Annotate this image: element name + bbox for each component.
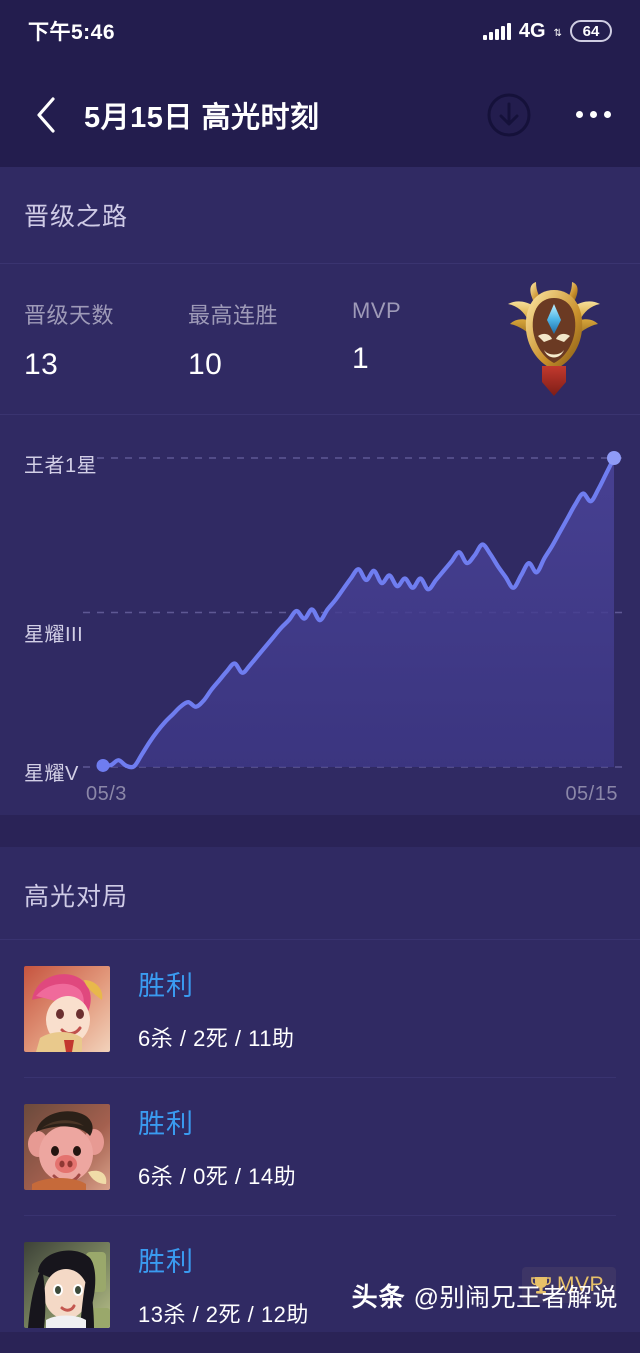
y-tick-label-mid: 星耀III [24,624,84,646]
match-kda: 6杀 / 0死 / 14助 [138,1164,297,1189]
watermark-user: @别闹兄王者解说 [413,1284,618,1312]
chart-svg [83,451,628,772]
hero-avatar-dark: 友 [24,1241,110,1328]
stat-value: 13 [24,348,59,381]
hero-avatar-pink [24,965,110,1052]
chart-line [100,455,617,770]
x-tick-label-start: 05/3 [86,783,127,805]
watermark: 头条 @别闹兄王者解说 [352,1277,618,1314]
chart-area-fill [103,458,614,768]
watermark-brand: 头条 [351,1282,406,1312]
stat-label: MVP [352,298,402,323]
y-tick-label-top: 王者1星 [24,455,98,477]
mvp-badge-label: MVP [556,1272,604,1296]
y-tick-label-bottom: 星耀V [24,763,79,785]
highlight-matches-section: 高光对局 [0,847,640,1332]
rank-progress-chart: 王者1星 星耀III 星耀V 05/3 05/15 [0,415,640,815]
match-info: 胜利 13杀 / 2死 / 12助 [138,1240,309,1329]
status-bar: 下午5:46 4G ⇅ 64 [0,0,640,62]
stat-value: 1 [352,342,370,375]
match-result: 胜利 [138,1247,194,1277]
row-divider [24,1215,616,1216]
more-dot-2 [589,111,597,118]
status-time: 下午5:46 [28,21,116,44]
status-badge: MVP [521,1266,616,1303]
promotion-card: 晋级之路 晋级天数 13 最高连胜 10 MVP 1 [0,167,640,815]
highlight-matches-title: 高光对局 [24,883,129,911]
chart-start-marker [96,758,110,772]
more-options-button[interactable] [570,95,616,135]
table-row[interactable]: 友 胜利 13杀 / 2死 / 12助 MVP [0,1216,640,1353]
chevron-left-icon [37,96,55,133]
rank-emblem-icon [508,282,600,396]
stat-label: 最高连胜 [188,303,279,328]
battery-indicator: 64 [570,20,612,42]
chart-end-marker [607,451,621,465]
match-kda: 6杀 / 2死 / 11助 [138,1026,295,1051]
trophy-icon [531,1276,551,1294]
more-dot-1 [575,111,583,118]
match-result: 胜利 [138,971,194,1001]
status-indicators: 4G ⇅ 64 [482,19,612,43]
hero-avatar-image [24,965,110,1052]
promotion-card-title: 晋级之路 [24,203,129,231]
battery-level-label: 64 [582,22,600,40]
page-title: 5月15日 高光时刻 [84,101,320,134]
download-button[interactable] [486,92,532,138]
match-kda: 13杀 / 2死 / 12助 [138,1302,309,1327]
match-result: 胜利 [138,1109,194,1139]
match-info: 胜利 6杀 / 0死 / 14助 [138,1102,296,1191]
hero-avatar-image [24,1241,110,1328]
matches-header-divider [0,939,640,940]
network-arrows-icon: ⇅ [553,28,562,39]
hero-avatar-pig [24,1103,110,1190]
section-gap [0,827,640,847]
stat-value: 10 [188,348,223,381]
stat-label: 晋级天数 [24,303,115,328]
stat-promotion-days: 晋级天数 13 [24,298,188,382]
stat-mvp-count: MVP 1 [352,298,516,376]
app-bar: 5月15日 高光时刻 [0,62,640,167]
table-row[interactable]: 胜利 6杀 / 0死 / 14助 [0,1078,640,1215]
back-button[interactable] [24,93,68,137]
more-dot-3 [603,111,611,118]
stats-row: 晋级天数 13 最高连胜 10 MVP 1 [0,264,640,414]
hero-avatar-image [24,1103,110,1190]
card-title-divider [0,263,640,264]
signal-bars-icon [482,22,511,40]
download-circle-icon [487,93,531,136]
row-divider [24,1077,616,1078]
chart-top-divider [0,414,640,415]
match-info: 胜利 6杀 / 2死 / 11助 [138,964,294,1053]
network-type-label: 4G [518,19,546,42]
stat-max-winstreak: 最高连胜 10 [188,298,352,382]
x-tick-label-end: 05/15 [565,783,618,805]
table-row[interactable]: 胜利 6杀 / 2死 / 11助 [0,940,640,1077]
